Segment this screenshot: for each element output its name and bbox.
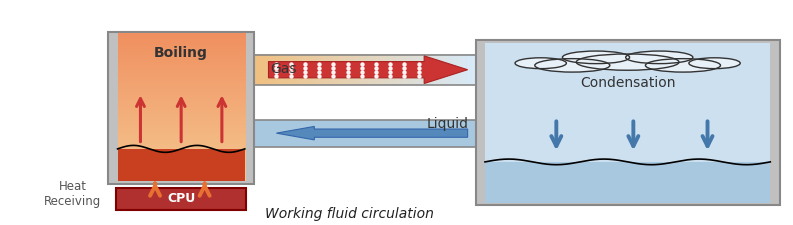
- FancyBboxPatch shape: [476, 40, 780, 205]
- FancyBboxPatch shape: [485, 162, 770, 203]
- Text: CPU: CPU: [167, 192, 195, 205]
- Ellipse shape: [534, 59, 610, 72]
- Ellipse shape: [646, 59, 721, 72]
- FancyArrow shape: [277, 126, 468, 140]
- Ellipse shape: [626, 51, 693, 64]
- Text: Boiling: Boiling: [154, 46, 208, 61]
- Text: Working fluid circulation: Working fluid circulation: [265, 207, 434, 221]
- FancyArrow shape: [269, 56, 468, 83]
- FancyBboxPatch shape: [117, 149, 245, 181]
- FancyBboxPatch shape: [116, 188, 247, 210]
- Ellipse shape: [689, 58, 740, 69]
- Ellipse shape: [577, 54, 679, 70]
- FancyBboxPatch shape: [253, 120, 476, 147]
- Text: Gas: Gas: [270, 62, 297, 76]
- Ellipse shape: [515, 58, 566, 69]
- FancyBboxPatch shape: [108, 32, 255, 184]
- Text: Condensation: Condensation: [580, 76, 676, 90]
- FancyBboxPatch shape: [485, 43, 770, 203]
- Ellipse shape: [562, 51, 630, 64]
- Text: Liquid: Liquid: [427, 117, 469, 131]
- Text: Heat
Receiving: Heat Receiving: [44, 180, 102, 208]
